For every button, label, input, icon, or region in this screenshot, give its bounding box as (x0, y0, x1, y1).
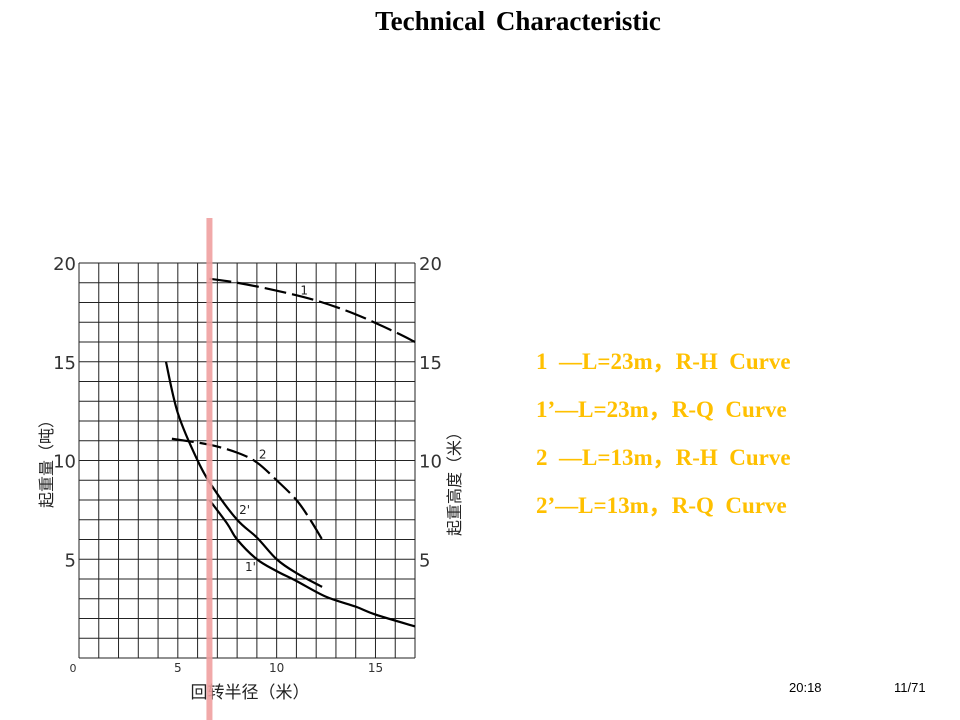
page-title: Technical Characteristic (375, 6, 661, 36)
y-tick-label-left: 15 (53, 353, 76, 374)
legend-item: 1 —L=23m，R-H Curve (536, 349, 791, 374)
y-tick-label-left: 5 (65, 550, 76, 571)
chart-grid (78, 262, 416, 659)
y-axis-right-label: 起重高度（米） (445, 424, 464, 536)
x-tick-label: 5 (174, 661, 182, 675)
y-axis-left-label: 起重量（吨） (37, 412, 56, 508)
legend: 1 —L=23m，R-H Curve 1’—L=23m，R-Q Curve 2 … (536, 338, 791, 530)
x-tick-label: 15 (368, 661, 383, 675)
x-tick-label: 0 (70, 662, 77, 675)
curve-label: 2 (259, 448, 267, 462)
footer-time: 20:18 (789, 680, 822, 695)
chart-ticks: 0 5 10 15 5 5 10 10 15 15 20 20 (53, 254, 442, 675)
curve-label: 1' (245, 560, 256, 574)
curve-label: 1 (300, 284, 308, 298)
x-tick-label: 10 (269, 661, 284, 675)
y-tick-label-right: 15 (419, 353, 442, 374)
curve-1 (209, 277, 416, 343)
x-axis-label: 回转半径（米） (191, 683, 310, 703)
legend-item: 2 —L=13m，R-H Curve (536, 445, 791, 470)
radius-marker-line (206, 218, 213, 720)
footer-page-number: 11/71 (894, 680, 926, 695)
y-tick-label-right: 10 (419, 452, 442, 473)
y-tick-label-left: 20 (53, 254, 76, 275)
y-tick-label-right: 5 (419, 550, 430, 571)
chart-curves: 1 1' 2 2' (164, 277, 416, 628)
legend-item: 2’—L=13m，R-Q Curve (536, 493, 787, 518)
curve-label: 2' (239, 503, 250, 517)
y-tick-label-left: 10 (53, 452, 76, 473)
y-tick-label-right: 20 (419, 254, 442, 275)
curve-2prime (164, 361, 323, 588)
curve-1prime (208, 499, 416, 628)
legend-item: 1’—L=23m，R-Q Curve (536, 397, 787, 422)
